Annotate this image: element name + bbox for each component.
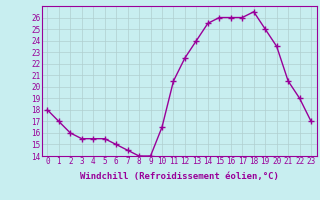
X-axis label: Windchill (Refroidissement éolien,°C): Windchill (Refroidissement éolien,°C) [80, 172, 279, 181]
